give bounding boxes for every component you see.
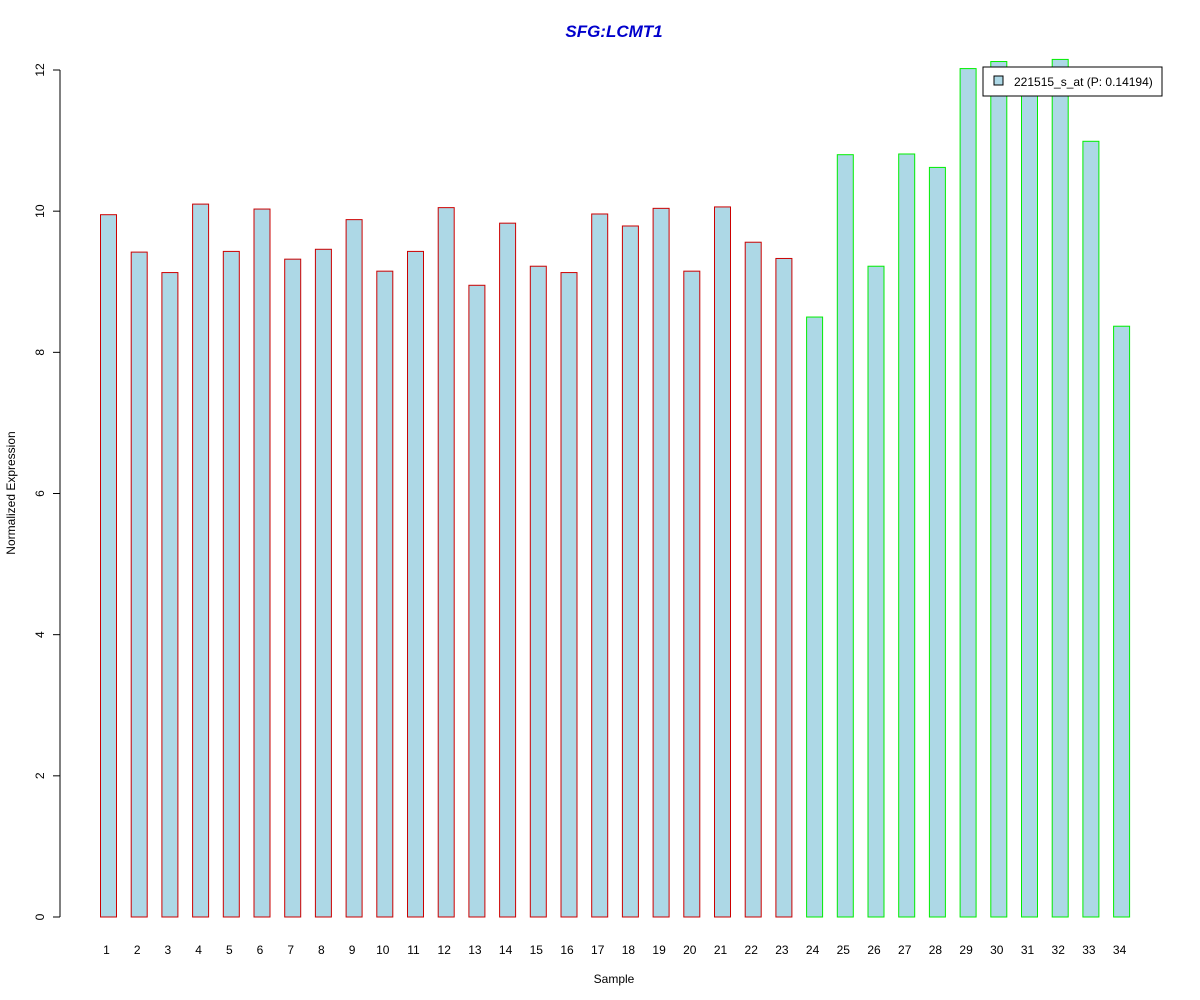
bar (161, 272, 179, 918)
bar (775, 257, 793, 918)
bar (806, 316, 824, 918)
x-tick-label: 34 (1113, 943, 1127, 957)
x-tick-label: 28 (929, 943, 943, 957)
x-tick-label: 8 (318, 943, 325, 957)
y-tick-label: 6 (33, 490, 47, 497)
x-tick-label: 9 (349, 943, 356, 957)
x-tick-label: 26 (867, 943, 881, 957)
bar (192, 203, 210, 918)
bar (130, 251, 148, 918)
x-tick-label: 33 (1082, 943, 1096, 957)
x-tick-label: 21 (714, 943, 728, 957)
bar (928, 166, 946, 918)
bar (1051, 58, 1069, 918)
x-tick-label: 5 (226, 943, 233, 957)
bar (652, 207, 670, 918)
legend: 221515_s_at (P: 0.14194) (982, 66, 1163, 97)
x-tick-label: 27 (898, 943, 912, 957)
bar (683, 270, 701, 918)
bar (437, 207, 455, 918)
x-tick-label: 23 (775, 943, 789, 957)
x-tick-label: 16 (560, 943, 574, 957)
bar (560, 272, 578, 918)
bar (529, 265, 547, 918)
y-tick-label: 12 (33, 63, 47, 77)
bar (468, 284, 486, 918)
x-tick-label: 29 (959, 943, 973, 957)
y-axis-label: Normalized Expression (4, 431, 18, 554)
bar (621, 225, 639, 918)
x-tick-label: 4 (195, 943, 202, 957)
chart-title: SFG:LCMT1 (565, 22, 662, 41)
legend-box (982, 66, 1163, 97)
bar (376, 270, 394, 918)
bar (744, 241, 762, 918)
bar (314, 248, 332, 918)
x-tick-labels: 1 2 3 4 5 6 7 8 9 10 11 12 13 14 15 16 17 18 19 20 21 22 23 24 2… (103, 943, 1126, 957)
x-tick-label: 3 (165, 943, 172, 957)
x-tick-label: 10 (376, 943, 390, 957)
bar (1021, 87, 1038, 918)
x-tick-label: 20 (683, 943, 697, 957)
x-tick-label: 30 (990, 943, 1004, 957)
x-tick-label: 7 (287, 943, 294, 957)
bar (867, 265, 885, 918)
x-tick-label: 32 (1052, 943, 1066, 957)
x-tick-label: 15 (530, 943, 544, 957)
bar (836, 154, 854, 918)
bar (1113, 325, 1131, 918)
bar (407, 250, 424, 918)
bar (499, 222, 517, 918)
y-axis: 0 2 4 6 8 10 12 (33, 63, 61, 920)
x-tick-label: 12 (438, 943, 452, 957)
x-tick-label: 1 (103, 943, 110, 957)
x-tick-label: 17 (591, 943, 605, 957)
y-tick-label: 10 (33, 204, 47, 218)
bar (345, 219, 363, 918)
x-tick-label: 11 (407, 943, 420, 957)
bar (100, 214, 117, 918)
x-tick-label: 6 (257, 943, 264, 957)
x-tick-label: 19 (652, 943, 666, 957)
bar (990, 61, 1008, 918)
bar (222, 250, 240, 918)
x-tick-label: 13 (468, 943, 482, 957)
y-tick-label: 8 (33, 349, 47, 356)
x-tick-label: 24 (806, 943, 820, 957)
x-axis-label: Sample (594, 972, 635, 986)
legend-swatch (993, 75, 1004, 86)
y-tick-label: 0 (33, 913, 47, 920)
y-tick-label: 2 (33, 772, 47, 779)
bar (1082, 140, 1100, 918)
x-tick-label: 14 (499, 943, 513, 957)
x-tick-label: 22 (745, 943, 759, 957)
y-tick-label: 4 (33, 631, 47, 638)
x-tick-label: 25 (837, 943, 851, 957)
bar (253, 208, 271, 918)
legend-label: 221515_s_at (P: 0.14194) (1014, 75, 1153, 89)
bar (959, 68, 977, 918)
bar (591, 213, 609, 918)
bar (714, 206, 731, 918)
x-tick-label: 2 (134, 943, 141, 957)
x-tick-label: 31 (1021, 943, 1035, 957)
bars (100, 58, 1131, 918)
bar (898, 153, 916, 918)
x-tick-label: 18 (622, 943, 636, 957)
bar (284, 258, 302, 918)
